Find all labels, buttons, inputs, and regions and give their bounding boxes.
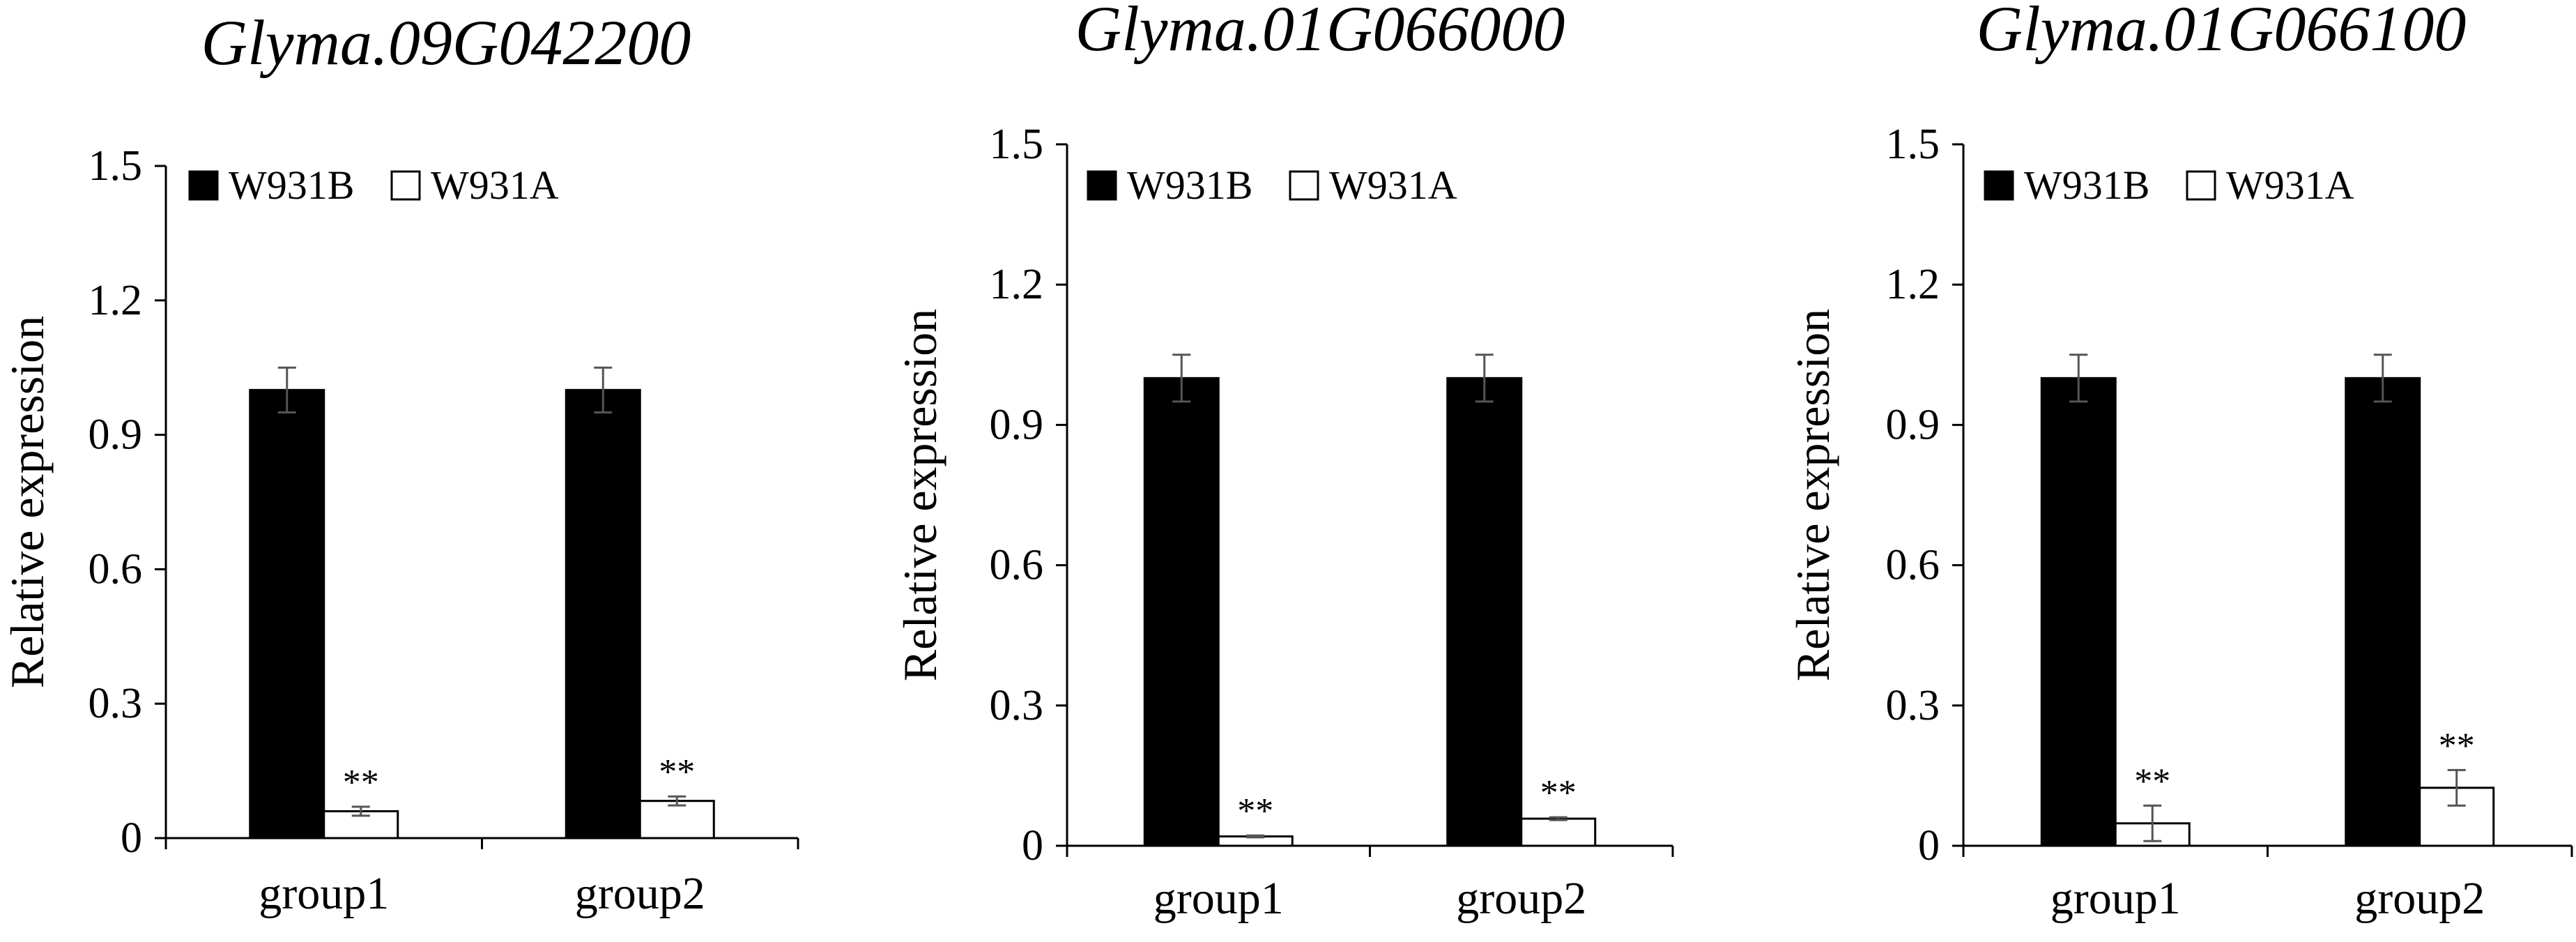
y-tick-label: 1.2	[1886, 261, 1940, 308]
error-bar	[277, 366, 296, 413]
bar-W931A-group2	[638, 800, 715, 840]
error-bar	[2069, 354, 2088, 403]
category-label: group2	[575, 868, 705, 919]
y-tick-label: 0	[121, 814, 142, 862]
error-bar	[1549, 816, 1567, 821]
significance-mark: **	[659, 752, 695, 792]
category-label: group2	[2354, 873, 2485, 924]
error-bar	[2447, 768, 2466, 807]
y-tick-label: 0.3	[1886, 682, 1940, 729]
significance-mark: **	[1237, 791, 1273, 831]
bar-W931B-group1	[1143, 377, 1220, 847]
y-tick-label: 1.5	[990, 121, 1044, 168]
bar-W931B-group1	[2040, 377, 2117, 847]
y-tick-label: 0	[1918, 822, 1940, 869]
bar-W931A-group1	[323, 810, 399, 840]
y-tick-label: 0.3	[990, 682, 1044, 729]
legend-label: W931A	[1329, 162, 1457, 208]
category-label: group1	[1153, 873, 1284, 924]
legend-label: W931B	[1127, 162, 1252, 208]
y-axis-label: Relative expression	[1786, 309, 1839, 681]
error-bar	[594, 366, 613, 413]
bar-W931B-group2	[565, 388, 641, 840]
y-tick-label: 0.9	[1886, 401, 1940, 448]
legend-label: W931A	[2226, 162, 2354, 208]
legend-swatch-W931B	[1984, 170, 2014, 201]
category-label: group1	[2050, 873, 2181, 924]
y-tick-label: 1.5	[1886, 121, 1940, 168]
chart-title: Glyma.01G066000	[1075, 0, 1565, 64]
y-tick-label: 0.9	[990, 401, 1044, 448]
chart-panel-2: Glyma.01G066000 Relative expression 0 0.3 0.…	[894, 0, 1674, 924]
significance-mark: **	[2134, 761, 2170, 801]
legend-swatch-W931B	[1087, 170, 1117, 201]
significance-mark: **	[1540, 773, 1577, 813]
significance-mark: **	[343, 763, 379, 803]
y-tick-label: 0	[1022, 822, 1043, 869]
error-bar	[1172, 354, 1191, 403]
legend-label: W931B	[229, 162, 354, 208]
y-tick-label: 0.9	[89, 411, 143, 459]
legend: W931B W931A	[1087, 162, 1457, 208]
legend-swatch-W931A	[2186, 170, 2216, 201]
chart-panel-3: Glyma.01G066100 Relative expression 0 0.3 0.…	[1786, 0, 2573, 924]
bar-W931B-group2	[1446, 377, 1523, 847]
error-bar	[1246, 834, 1265, 839]
legend-swatch-W931A	[1289, 170, 1319, 201]
legend-label: W931B	[2024, 162, 2149, 208]
y-axis-label: Relative expression	[894, 309, 946, 681]
legend-label: W931A	[431, 162, 559, 208]
error-bar	[1475, 354, 1494, 403]
y-tick-label: 0.6	[1886, 542, 1940, 589]
y-tick-label: 0.3	[89, 680, 143, 727]
legend: W931B W931A	[188, 162, 559, 208]
y-tick-label: 1.2	[89, 277, 143, 324]
bar-W931B-group2	[2345, 377, 2421, 847]
y-axis-label: Relative expression	[1, 316, 54, 688]
category-label: group1	[259, 868, 389, 919]
error-bar	[351, 805, 370, 817]
significance-mark: **	[2439, 726, 2475, 766]
legend-swatch-W931B	[188, 170, 219, 201]
legend-swatch-W931A	[390, 170, 421, 201]
y-tick-label: 1.2	[990, 261, 1044, 308]
chart-panel-1: Glyma.09G042200 Relative expression 0 0.3 0.…	[1, 7, 799, 919]
y-tick-label: 0.6	[990, 542, 1044, 589]
error-bar	[2143, 804, 2162, 842]
chart-title: Glyma.09G042200	[201, 7, 691, 78]
legend: W931B W931A	[1984, 162, 2354, 208]
error-bar	[668, 795, 687, 807]
bar-W931A-group2	[1520, 817, 1597, 847]
error-bar	[2373, 354, 2392, 403]
y-tick-label: 0.6	[89, 545, 143, 593]
chart-title: Glyma.01G066100	[1977, 0, 2467, 64]
y-tick-label: 1.5	[89, 142, 143, 190]
category-label: group2	[1456, 873, 1586, 924]
bar-W931B-group1	[249, 388, 325, 840]
